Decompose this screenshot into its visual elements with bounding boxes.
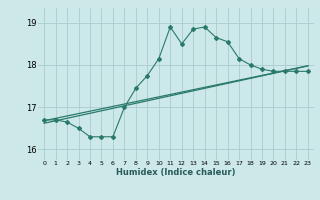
X-axis label: Humidex (Indice chaleur): Humidex (Indice chaleur)	[116, 168, 236, 177]
